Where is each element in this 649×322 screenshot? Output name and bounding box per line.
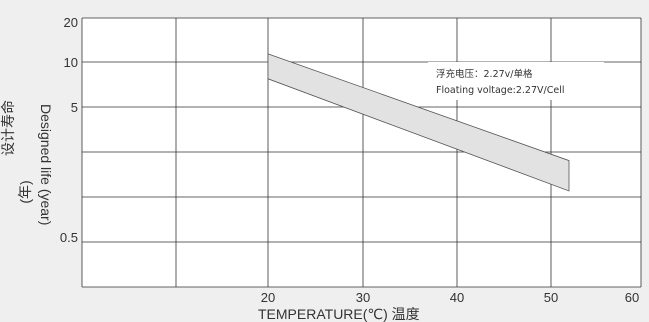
x-tick-label-30: 30 (356, 290, 370, 305)
x-tick-label-40: 40 (450, 290, 464, 305)
x-axis-title: TEMPERATURE(℃) 温度 (258, 306, 420, 322)
annotation-box (428, 62, 604, 100)
y-tick-label-5: 5 (71, 100, 78, 115)
y-tick-label-10: 10 (64, 55, 78, 70)
life-band-area (267, 53, 570, 192)
y-axis-title-english: Designed life (year) (38, 104, 54, 225)
y-axis-title-chinese: 设计寿命 (0, 100, 16, 156)
annotation-line-english: Floating voltage:2.27V/Cell (436, 85, 564, 96)
y-axis-title-unit: (年) (17, 180, 33, 203)
x-tick-label-50: 50 (544, 290, 558, 305)
annotation-line-chinese: 浮充电压：2.27v/单格 (436, 68, 533, 80)
y-tick-label-20: 20 (64, 15, 78, 30)
plot-area (82, 18, 641, 287)
x-tick-label-20: 20 (261, 290, 275, 305)
y-tick-label-0-5: 0.5 (60, 230, 78, 245)
x-tick-label-60: 60 (625, 290, 639, 305)
